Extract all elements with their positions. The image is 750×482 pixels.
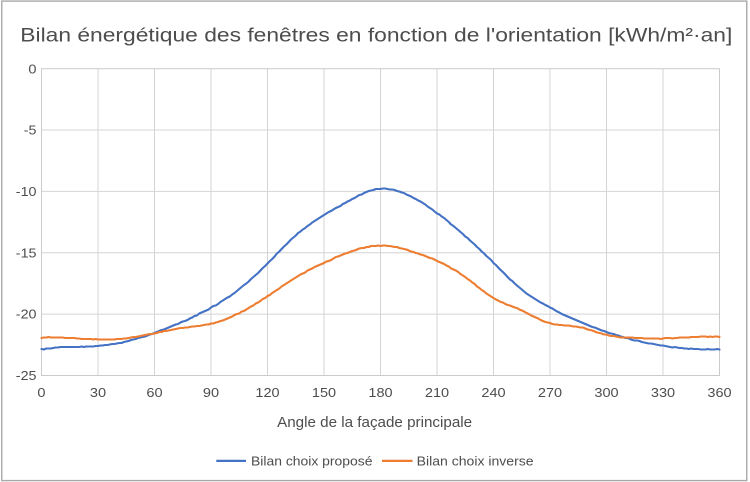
svg-text:-10: -10 (16, 184, 37, 199)
svg-text:360: 360 (707, 385, 731, 400)
svg-text:210: 210 (425, 385, 449, 400)
svg-text:30: 30 (90, 385, 106, 400)
svg-text:270: 270 (538, 385, 562, 400)
svg-text:Bilan choix inverse: Bilan choix inverse (417, 454, 534, 469)
svg-text:90: 90 (203, 385, 219, 400)
svg-text:300: 300 (594, 385, 618, 400)
svg-text:-15: -15 (16, 245, 37, 260)
svg-text:Bilan énergétique des fenêtres: Bilan énergétique des fenêtres en foncti… (20, 24, 732, 46)
svg-text:60: 60 (146, 385, 162, 400)
svg-text:150: 150 (312, 385, 336, 400)
svg-text:0: 0 (28, 61, 36, 76)
svg-text:Angle de la façade principale: Angle de la façade principale (277, 415, 472, 431)
svg-text:-20: -20 (16, 307, 37, 322)
svg-text:Bilan choix proposé: Bilan choix proposé (251, 454, 373, 469)
svg-text:-5: -5 (24, 123, 37, 138)
svg-text:-25: -25 (16, 368, 37, 383)
svg-text:120: 120 (255, 385, 279, 400)
svg-text:0: 0 (37, 385, 45, 400)
svg-text:240: 240 (481, 385, 505, 400)
svg-text:180: 180 (368, 385, 392, 400)
svg-text:330: 330 (651, 385, 675, 400)
